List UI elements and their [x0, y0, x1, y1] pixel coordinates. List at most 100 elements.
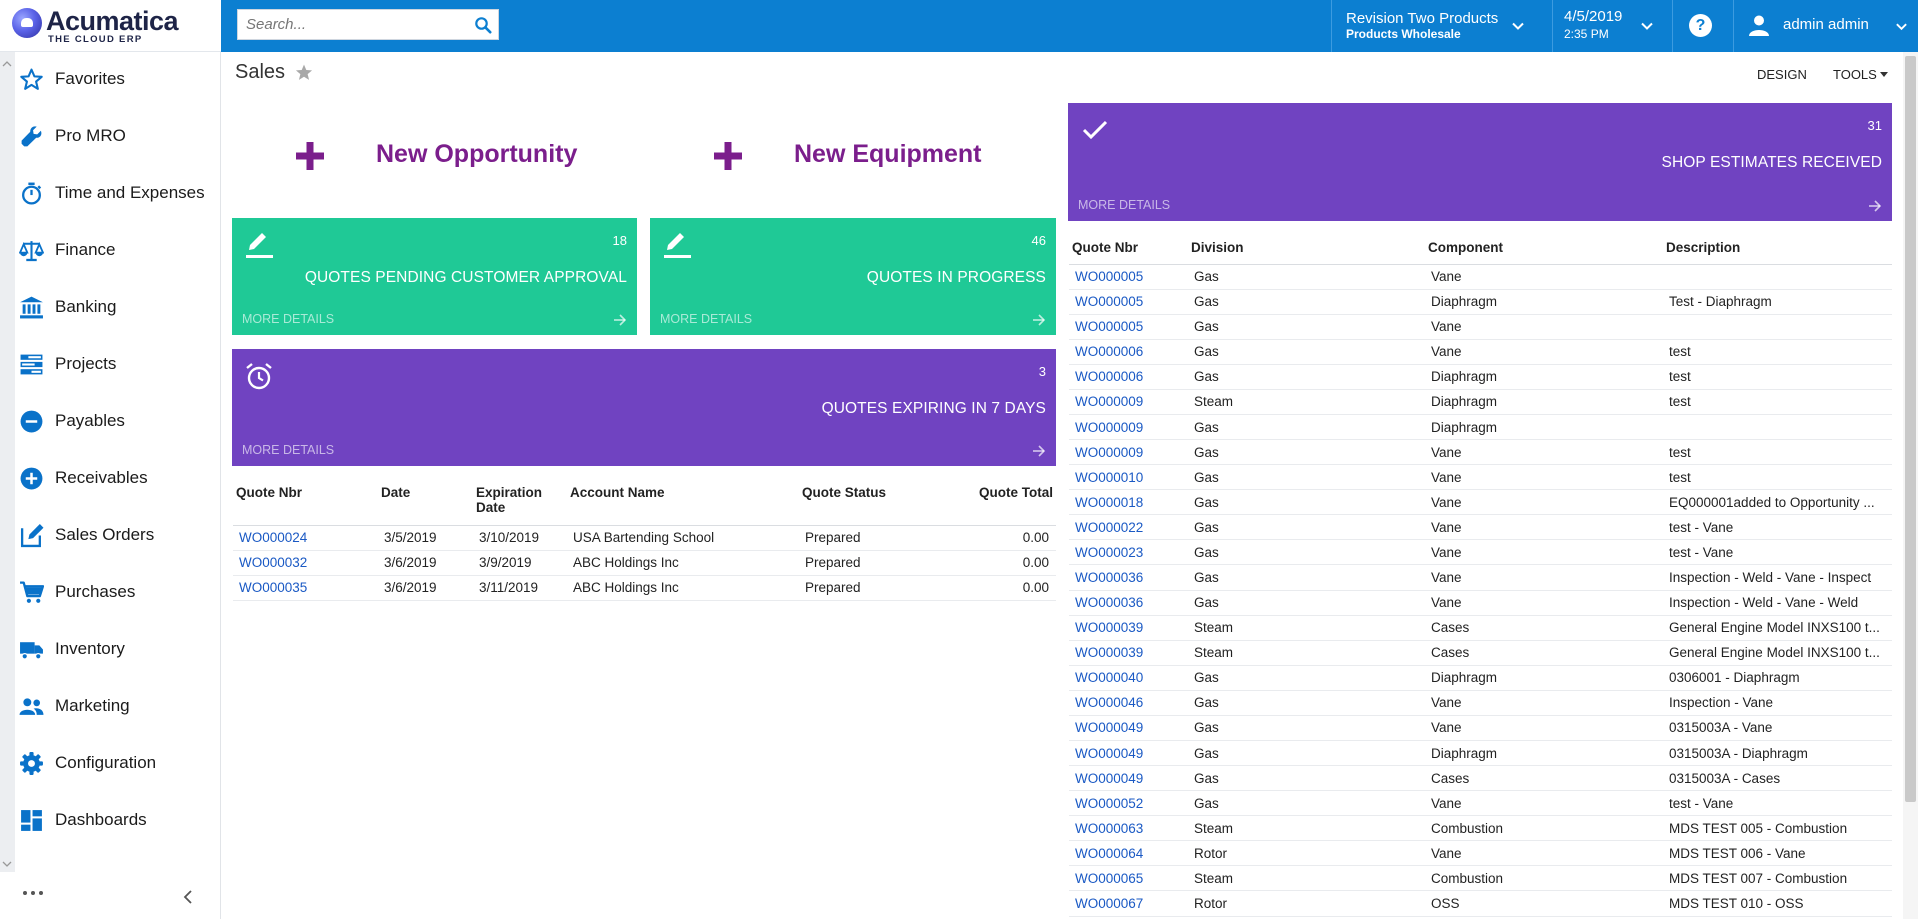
table-row[interactable]: WO000052 Gas Vane test - Vane [1069, 790, 1892, 817]
table-row[interactable]: WO000035 3/6/2019 3/11/2019 ABC Holdings In… [233, 575, 1056, 601]
column-header[interactable]: Date [378, 483, 473, 526]
table-row[interactable]: WO000009 Gas Diaphragm [1069, 414, 1892, 441]
column-header[interactable]: Description [1663, 236, 1892, 265]
sidebar-item-favorites[interactable]: Favorites [15, 57, 220, 101]
quote-nbr-link[interactable]: WO000009 [1075, 394, 1144, 410]
new-equipment-link[interactable]: New Equipment [712, 130, 1012, 180]
quote-nbr-link[interactable]: WO000049 [1075, 770, 1144, 786]
sidebar-item-finance[interactable]: Finance [15, 228, 220, 272]
sidebar-item-pro-mro[interactable]: Pro MRO [15, 114, 220, 158]
quote-nbr-link[interactable]: WO000035 [239, 580, 308, 595]
quote-nbr-link[interactable]: WO000010 [1075, 469, 1144, 485]
table-row[interactable]: WO000010 Gas Vane test [1069, 464, 1892, 491]
quote-nbr-link[interactable]: WO000009 [1075, 419, 1144, 435]
sidebar-item-marketing[interactable]: Marketing [15, 684, 220, 728]
quote-nbr-link[interactable]: WO000005 [1075, 269, 1144, 285]
quote-nbr-link[interactable]: WO000040 [1075, 670, 1144, 686]
quote-nbr-link[interactable]: WO000052 [1075, 795, 1144, 811]
table-row[interactable]: WO000049 Gas Cases 0315003A - Cases [1069, 765, 1892, 792]
quote-nbr-link[interactable]: WO000067 [1075, 895, 1144, 911]
quote-nbr-link[interactable]: WO000039 [1075, 620, 1144, 636]
table-row[interactable]: WO000024 3/5/2019 3/10/2019 USA Bartending … [233, 525, 1056, 551]
arrow-right-icon[interactable] [1868, 199, 1882, 213]
table-row[interactable]: WO000064 Rotor Vane MDS TEST 006 - Vane [1069, 840, 1892, 867]
more-details-link[interactable]: MORE DETAILS [242, 443, 335, 457]
quote-nbr-link[interactable]: WO000065 [1075, 870, 1144, 886]
sidebar-item-dashboards[interactable]: Dashboards [15, 798, 220, 842]
sidebar-item-inventory[interactable]: Inventory [15, 627, 220, 671]
tile-shop-estimates-received[interactable]: 31 SHOP ESTIMATES RECEIVED MORE DETAILS [1068, 103, 1892, 221]
tile-quotes-pending-approval[interactable]: 18 QUOTES PENDING CUSTOMER APPROVAL MORE… [232, 218, 637, 335]
table-row[interactable]: WO000006 Gas Vane test [1069, 339, 1892, 365]
column-header[interactable]: Quote Nbr [233, 483, 378, 526]
more-details-link[interactable]: MORE DETAILS [660, 312, 753, 326]
sidebar-item-payables[interactable]: Payables [15, 399, 220, 443]
design-button[interactable]: DESIGN [1757, 67, 1807, 82]
quote-nbr-link[interactable]: WO000024 [239, 530, 308, 545]
scroll-up-icon[interactable] [2, 60, 12, 68]
table-row[interactable]: WO000036 Gas Vane Inspection - Weld - Vane … [1069, 590, 1892, 616]
table-row[interactable]: WO000063 Steam Combustion MDS TEST 005 - Co… [1069, 815, 1892, 842]
column-header[interactable]: Account Name [567, 483, 799, 526]
quote-nbr-link[interactable]: WO000046 [1075, 695, 1144, 711]
tile-quotes-in-progress[interactable]: 46 QUOTES IN PROGRESS MORE DETAILS [650, 218, 1056, 335]
table-row[interactable]: WO000065 Steam Combustion MDS TEST 007 - Co… [1069, 865, 1892, 892]
quote-nbr-link[interactable]: WO000049 [1075, 720, 1144, 736]
sidebar-item-purchases[interactable]: Purchases [15, 570, 220, 614]
column-header[interactable]: Quote Total [964, 483, 1056, 526]
table-row[interactable]: WO000067 Rotor OSS MDS TEST 010 - OSS [1069, 890, 1892, 917]
table-row[interactable]: WO000005 Gas Vane [1069, 314, 1892, 340]
more-details-link[interactable]: MORE DETAILS [1078, 198, 1171, 212]
column-header[interactable]: Component [1425, 236, 1663, 265]
quote-nbr-link[interactable]: WO000049 [1075, 745, 1144, 761]
table-row[interactable]: WO000006 Gas Diaphragm test [1069, 364, 1892, 390]
column-header[interactable]: Quote Nbr [1069, 236, 1188, 265]
new-opportunity-link[interactable]: New Opportunity [294, 130, 594, 180]
column-header[interactable]: Quote Status [799, 483, 964, 526]
quote-nbr-link[interactable]: WO000022 [1075, 519, 1144, 535]
arrow-right-icon[interactable] [1032, 444, 1046, 458]
table-row[interactable]: WO000023 Gas Vane test - Vane [1069, 539, 1892, 566]
table-row[interactable]: WO000018 Gas Vane EQ000001added to Opportun… [1069, 489, 1892, 516]
table-row[interactable]: WO000046 Gas Vane Inspection - Vane [1069, 690, 1892, 716]
search-input[interactable] [238, 10, 463, 39]
sidebar-item-configuration[interactable]: Configuration [15, 741, 220, 785]
sidebar-item-projects[interactable]: Projects [15, 342, 220, 386]
table-row[interactable]: WO000049 Gas Diaphragm 0315003A - Diaphragm [1069, 740, 1892, 767]
quote-nbr-link[interactable]: WO000018 [1075, 494, 1144, 510]
business-date-selector[interactable]: 4/5/2019 2:35 PM [1552, 0, 1672, 52]
quote-nbr-link[interactable]: WO000039 [1075, 645, 1144, 661]
quote-nbr-link[interactable]: WO000064 [1075, 845, 1144, 861]
scroll-down-icon[interactable] [2, 860, 12, 868]
user-menu[interactable]: admin admin [1733, 0, 1918, 52]
table-row[interactable]: WO000036 Gas Vane Inspection - Weld - Vane … [1069, 564, 1892, 591]
quote-nbr-link[interactable]: WO000036 [1075, 595, 1144, 611]
more-icon[interactable] [22, 888, 44, 898]
arrow-right-icon[interactable] [1032, 313, 1046, 327]
arrow-right-icon[interactable] [613, 313, 627, 327]
table-row[interactable]: WO000032 3/6/2019 3/9/2019 ABC Holdings Inc… [233, 550, 1056, 576]
table-row[interactable]: WO000049 Gas Vane 0315003A - Vane [1069, 715, 1892, 741]
star-icon[interactable] [294, 63, 314, 82]
sidebar-item-receivables[interactable]: Receivables [15, 456, 220, 500]
table-row[interactable]: WO000009 Steam Diaphragm test [1069, 389, 1892, 415]
chevron-left-icon[interactable] [182, 890, 194, 904]
column-header[interactable]: Division [1188, 236, 1425, 265]
more-details-link[interactable]: MORE DETAILS [242, 312, 335, 326]
logo[interactable]: Acumatica THE CLOUD ERP [0, 0, 221, 52]
quote-nbr-link[interactable]: WO000032 [239, 555, 308, 570]
scrollbar-thumb[interactable] [1905, 56, 1916, 802]
quote-nbr-link[interactable]: WO000036 [1075, 569, 1144, 585]
sidebar-item-sales-orders[interactable]: Sales Orders [15, 513, 220, 557]
table-row[interactable]: WO000022 Gas Vane test - Vane [1069, 514, 1892, 541]
sidebar-scrollbar[interactable] [0, 52, 15, 872]
quote-nbr-link[interactable]: WO000005 [1075, 294, 1144, 310]
search-icon[interactable] [474, 16, 492, 34]
sidebar-item-time-and-expenses[interactable]: Time and Expenses [15, 171, 220, 215]
quote-nbr-link[interactable]: WO000023 [1075, 544, 1144, 560]
table-row[interactable]: WO000005 Gas Diaphragm Test - Diaphragm [1069, 289, 1892, 315]
sidebar-item-banking[interactable]: Banking [15, 285, 220, 329]
quote-nbr-link[interactable]: WO000006 [1075, 344, 1144, 360]
tile-quotes-expiring[interactable]: 3 QUOTES EXPIRING IN 7 DAYS MORE DETAILS [232, 349, 1056, 466]
branch-selector[interactable]: Revision Two Products Products Wholesale [1331, 0, 1551, 52]
